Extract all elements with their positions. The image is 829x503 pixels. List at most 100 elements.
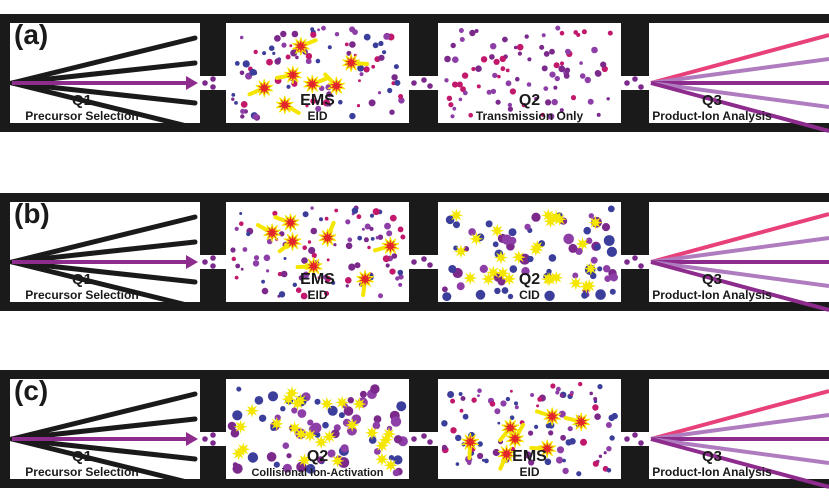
ion-dot <box>600 61 607 68</box>
ion-dot <box>581 29 587 35</box>
ion-dot <box>450 398 456 404</box>
ion-dot <box>346 50 352 56</box>
ion-dot <box>240 114 245 119</box>
ion-dot <box>592 460 599 467</box>
ion-dot <box>356 104 361 108</box>
ion-dot <box>507 102 513 108</box>
ion-dot <box>541 33 546 38</box>
ion-dot <box>343 406 354 416</box>
q3-product-beams <box>650 389 829 489</box>
ion-dot <box>578 381 583 387</box>
ion-dot <box>559 393 565 398</box>
collision-spark-icon <box>541 272 555 287</box>
ion-dot <box>455 434 462 442</box>
ion-dot <box>239 221 244 226</box>
ion-dot <box>400 234 406 240</box>
transit-ion <box>421 77 427 83</box>
collision-spark-icon <box>583 261 598 276</box>
collision-spark-icon <box>269 416 284 431</box>
transit-ion <box>202 436 208 442</box>
electron-impact-icon <box>572 412 590 432</box>
ion-dot <box>568 243 578 253</box>
q1-rods <box>9 35 198 131</box>
ion-dot <box>588 213 594 219</box>
q1-subtitle: Precursor Selection <box>25 288 138 302</box>
ion-dot <box>344 42 349 47</box>
cell2-particles <box>444 25 613 120</box>
collision-spark-icon <box>579 279 594 294</box>
ion-dot <box>234 275 239 280</box>
ion-dot <box>234 101 238 105</box>
ion-dot <box>497 421 501 425</box>
ion-dot <box>347 397 354 404</box>
ion-dot <box>501 234 512 245</box>
ion-dot <box>563 233 574 245</box>
ion-dot <box>499 55 506 63</box>
ion-dot <box>240 108 246 114</box>
ion-dot <box>301 257 308 264</box>
ion-dot <box>315 105 322 112</box>
transit-ion <box>638 84 644 90</box>
precursor-arrow-icon <box>186 432 198 446</box>
ion-dot <box>497 74 501 79</box>
precursor-arrow-icon <box>186 255 198 269</box>
ion-dot <box>545 99 552 106</box>
ion-dot <box>500 66 506 72</box>
ion-dot <box>515 76 520 82</box>
ion-dot <box>253 49 258 55</box>
ion-dot <box>291 407 298 414</box>
q1-subtitle: Precursor Selection <box>25 465 138 479</box>
ion-dot <box>597 384 603 390</box>
ion-dot <box>589 272 597 280</box>
ion-dot <box>372 208 380 216</box>
ion-dot <box>442 286 448 293</box>
ion-dot <box>509 265 518 273</box>
ion-dot <box>549 71 556 78</box>
ion-dot <box>565 48 571 55</box>
ion-dot <box>452 106 457 111</box>
ion-dot <box>266 452 277 462</box>
ion-dot <box>527 255 534 263</box>
ion-dot <box>234 226 239 231</box>
panel-tag: (a) <box>14 19 48 50</box>
ion-dot <box>534 96 539 101</box>
ion-dot <box>310 27 315 32</box>
ion-dot <box>263 254 271 262</box>
ion-dot <box>232 462 238 468</box>
ion-dot <box>267 391 279 402</box>
ion-dot <box>607 30 613 36</box>
ion-dot <box>377 91 382 95</box>
ion-dot <box>505 80 512 87</box>
ion-dot <box>249 68 257 76</box>
collision-spark-icon <box>365 425 379 440</box>
ion-dot <box>466 460 472 466</box>
collision-spark-icon <box>293 393 308 408</box>
ion-dot <box>544 458 552 466</box>
ion-dot <box>524 451 532 459</box>
ion-dot <box>363 237 369 243</box>
ion-dot <box>378 54 385 61</box>
ion-dot <box>477 388 482 394</box>
ion-dot <box>570 95 577 101</box>
ion-dot <box>389 214 397 222</box>
ion-dot <box>563 73 570 79</box>
ion-dot <box>351 414 362 425</box>
ion-dot <box>450 42 456 49</box>
transit-ion <box>210 76 216 82</box>
ion-dot <box>280 30 287 38</box>
ion-dot <box>317 28 320 32</box>
ion-dot <box>326 91 333 98</box>
ion-dot <box>281 42 287 48</box>
ion-dot <box>300 292 308 300</box>
cell1-subtitle: Collisional Ion-Activation <box>251 467 383 479</box>
q3-product-beams <box>650 33 829 133</box>
ion-dot <box>310 31 317 38</box>
ion-dot <box>385 263 390 268</box>
ion-dot <box>448 265 457 273</box>
ion-dot <box>240 101 248 108</box>
precursor-arrow-icon <box>186 76 198 90</box>
ion-dot <box>283 257 287 260</box>
ion-dot <box>526 82 532 87</box>
ion-dot <box>317 276 321 280</box>
